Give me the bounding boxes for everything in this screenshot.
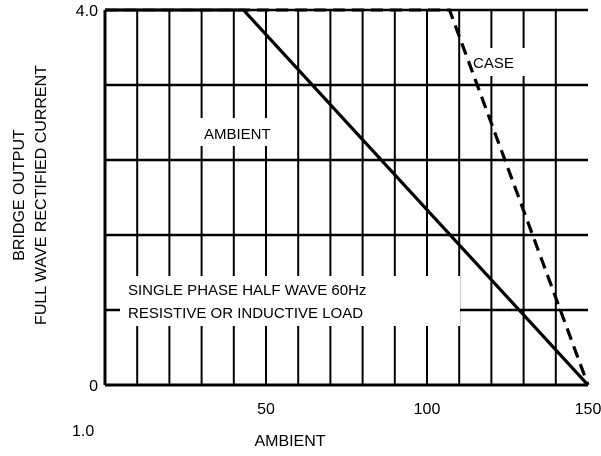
x-axis-title: AMBIENT (254, 433, 325, 450)
tick-labels: 50 100 150 0 4.0 (76, 3, 601, 418)
series-line-case (105, 8, 590, 386)
note-bg (120, 276, 460, 326)
case-label-bg (465, 48, 531, 76)
series-layer (105, 8, 590, 387)
note-line-1: SINGLE PHASE HALF WAVE 60Hz (128, 282, 366, 299)
note-line-2: RESISTIVE OR INDUCTIVE LOAD (128, 305, 363, 322)
x-tick-label: 150 (575, 401, 601, 418)
series-label-ambient: AMBIENT (204, 126, 271, 143)
y-axis-title-line-2: FULL WAVE RECTIFIED CURRENT (33, 65, 50, 325)
y-tick-label: 4.0 (76, 3, 98, 20)
corner-label: 1.0 (72, 423, 94, 440)
ambient-label-bg (197, 118, 291, 146)
y-tick-label: 0 (89, 378, 98, 395)
x-tick-label: 50 (257, 401, 275, 418)
series-label-case: CASE (473, 55, 514, 72)
x-tick-label: 100 (414, 401, 441, 418)
y-axis-title-line-1: BRIDGE OUTPUT (11, 129, 28, 261)
